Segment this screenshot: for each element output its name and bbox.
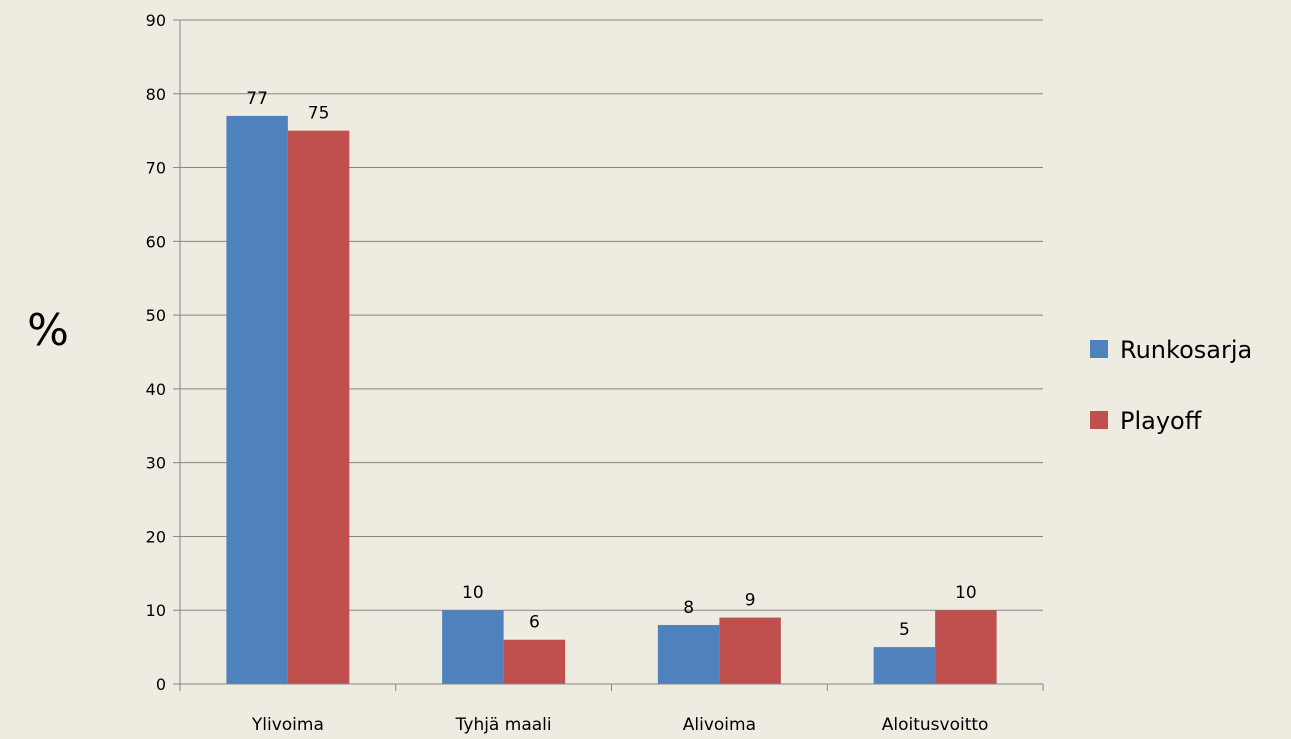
data-label: 10: [955, 583, 977, 603]
y-tick-label: 20: [146, 527, 166, 546]
legend-swatch-runkosarja: [1090, 340, 1108, 358]
axes: [173, 19, 1044, 691]
bar-runkosarja: [873, 647, 936, 684]
data-label: 77: [246, 89, 268, 109]
y-tick-label: 30: [146, 454, 166, 473]
x-tick-label: Ylivoima: [251, 715, 324, 735]
data-label: 75: [308, 104, 330, 124]
x-tick-labels: Ylivoima Tyhjä maali Alivoima Aloitusvoitto: [251, 715, 989, 735]
legend-label-runkosarja: Runkosarja: [1120, 336, 1252, 364]
y-tick-label: 90: [146, 11, 166, 30]
data-label: 10: [462, 583, 484, 603]
x-tick-label: Tyhjä maali: [455, 715, 552, 735]
bar-playoff: [503, 639, 566, 684]
y-tick-labels: 0 10 20 30 40 50 60 70 80 90: [146, 11, 166, 694]
y-tick-label: 10: [146, 601, 166, 620]
y-tick-label: 0: [156, 675, 166, 694]
bar-runkosarja: [657, 624, 720, 684]
bar-runkosarja: [442, 610, 504, 684]
bar-playoff: [935, 610, 997, 684]
data-label: 9: [745, 591, 756, 611]
y-tick-label: 50: [146, 306, 166, 325]
legend-swatch-playoff: [1090, 411, 1108, 429]
y-tick-label: 70: [146, 159, 166, 178]
x-tick-label: Alivoima: [683, 715, 756, 735]
data-label: 8: [683, 598, 694, 618]
y-axis-label: %: [27, 305, 69, 356]
data-labels: 77 75 10 6 8 9 5 10: [246, 89, 976, 640]
bars: [226, 115, 997, 684]
x-tick-label: Aloitusvoitto: [882, 715, 989, 735]
legend-label-playoff: Playoff: [1120, 407, 1202, 435]
data-label: 5: [899, 620, 910, 640]
y-tick-label: 60: [146, 232, 166, 251]
bar-runkosarja: [226, 115, 288, 684]
data-label: 6: [529, 613, 540, 633]
bar-playoff: [287, 130, 350, 684]
legend: Runkosarja Playoff: [1090, 336, 1252, 435]
y-tick-label: 40: [146, 380, 166, 399]
bar-playoff: [719, 617, 781, 684]
y-tick-label: 80: [146, 85, 166, 104]
